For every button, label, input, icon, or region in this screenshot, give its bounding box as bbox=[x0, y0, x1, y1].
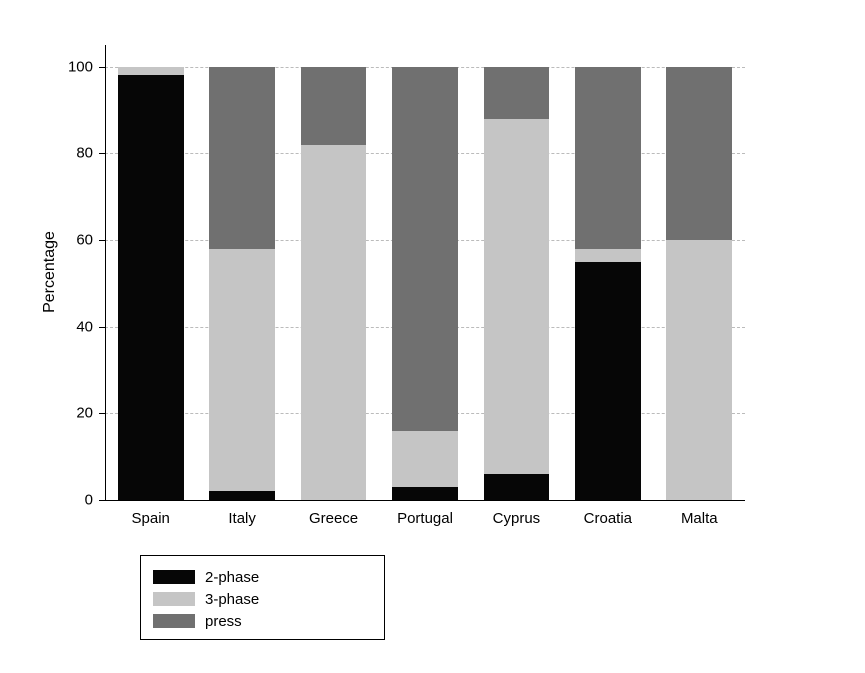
y-tick-label: 60 bbox=[76, 232, 93, 249]
bar-italy bbox=[209, 45, 275, 500]
y-tick-label: 0 bbox=[85, 492, 93, 509]
y-tick-label: 80 bbox=[76, 145, 93, 162]
bar-spain bbox=[118, 45, 184, 500]
chart-page: Percentage 020406080100SpainItalyGreeceP… bbox=[0, 0, 865, 673]
y-tick-label: 20 bbox=[76, 405, 93, 422]
x-tick-label: Greece bbox=[309, 510, 358, 527]
bar-segment-3-phase bbox=[666, 240, 732, 500]
legend-label: 2-phase bbox=[205, 569, 259, 586]
x-tick-label: Spain bbox=[132, 510, 170, 527]
y-axis-label: Percentage bbox=[41, 231, 59, 313]
x-tick-label: Croatia bbox=[584, 510, 632, 527]
chart-area: 020406080100SpainItalyGreecePortugalCypr… bbox=[105, 45, 745, 500]
bar-portugal bbox=[392, 45, 458, 500]
x-tick-label: Malta bbox=[681, 510, 718, 527]
x-tick-label: Italy bbox=[228, 510, 256, 527]
bar-segment-press bbox=[484, 67, 550, 119]
bar-segment-2-phase bbox=[484, 474, 550, 500]
bar-segment-2-phase bbox=[392, 487, 458, 500]
y-axis-line bbox=[105, 45, 106, 500]
x-axis-line bbox=[105, 500, 745, 501]
legend-swatch bbox=[153, 592, 195, 606]
bar-segment-3-phase bbox=[301, 145, 367, 500]
y-tick-label: 40 bbox=[76, 318, 93, 335]
bar-segment-press bbox=[301, 67, 367, 145]
x-tick-label: Cyprus bbox=[493, 510, 541, 527]
bar-croatia bbox=[575, 45, 641, 500]
legend-item-3-phase: 3-phase bbox=[153, 588, 372, 610]
bar-segment-2-phase bbox=[575, 262, 641, 500]
bar-segment-2-phase bbox=[118, 75, 184, 500]
bar-segment-3-phase bbox=[118, 67, 184, 76]
bar-segment-2-phase bbox=[209, 491, 275, 500]
legend-item-press: press bbox=[153, 610, 372, 632]
bar-malta bbox=[666, 45, 732, 500]
y-tick-label: 100 bbox=[68, 58, 93, 75]
bar-cyprus bbox=[484, 45, 550, 500]
bar-greece bbox=[301, 45, 367, 500]
plot-region: 020406080100SpainItalyGreecePortugalCypr… bbox=[105, 45, 745, 500]
bar-segment-press bbox=[575, 67, 641, 249]
legend-label: press bbox=[205, 613, 242, 630]
legend-swatch bbox=[153, 614, 195, 628]
legend-label: 3-phase bbox=[205, 591, 259, 608]
legend-box: 2-phase 3-phase press bbox=[140, 555, 385, 640]
bar-segment-press bbox=[209, 67, 275, 249]
bar-segment-3-phase bbox=[575, 249, 641, 262]
bar-segment-3-phase bbox=[209, 249, 275, 492]
bar-segment-press bbox=[392, 67, 458, 431]
legend-swatch bbox=[153, 570, 195, 584]
legend-item-2-phase: 2-phase bbox=[153, 566, 372, 588]
bar-segment-press bbox=[666, 67, 732, 240]
bar-segment-3-phase bbox=[484, 119, 550, 474]
bar-segment-3-phase bbox=[392, 431, 458, 487]
x-tick-label: Portugal bbox=[397, 510, 453, 527]
